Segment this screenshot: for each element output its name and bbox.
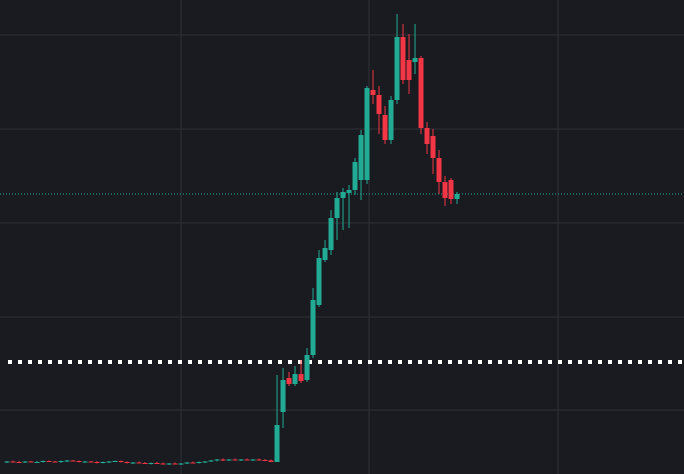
candle-body [136,462,142,464]
candle-body [160,463,166,465]
candle-body [370,90,376,95]
candle-body [232,459,238,461]
candle-body [436,158,442,182]
candle-body [178,463,184,465]
candle-body [58,461,64,462]
candle-body [400,37,406,80]
candle-body [208,460,214,462]
candle-body [334,198,340,218]
candle-body [106,461,112,463]
candle-body [406,60,412,80]
candle-body [100,462,106,463]
candle-body [154,463,160,464]
candle-body [454,194,460,199]
candle-body [190,462,196,464]
candle-body [238,459,244,461]
candle-body [340,192,346,198]
candle-body [202,461,208,463]
candle-body [298,374,304,381]
candle-body [214,459,220,461]
candle-body [22,461,28,463]
candle-body [424,128,430,144]
candle-body [10,461,16,463]
candle-body [286,378,292,384]
candle-body [220,459,226,461]
candle-body [46,461,52,462]
candle-body [358,135,364,180]
candle-body [124,462,130,463]
candle-body [196,462,202,463]
candle-body [274,425,280,462]
candle-body [52,461,58,463]
candle-body [40,461,46,462]
candle-body [94,462,100,463]
candle-body [148,463,154,464]
candle-body [166,463,172,465]
candle-body [448,180,454,199]
candle-body [292,374,298,384]
candle-body [322,248,328,260]
candle-body [262,460,268,461]
candle-body [412,58,418,62]
candle-body [316,258,322,305]
candle-body [4,461,10,463]
candle-body [376,95,382,114]
candle-body [82,461,88,463]
candle-body [70,460,76,462]
candle-body [118,461,124,462]
candle-body [328,218,334,250]
candle-body [418,58,424,128]
candle-body [142,463,148,464]
candle-body [226,459,232,461]
candle-body [184,462,190,464]
candle-body [16,462,22,463]
candle-body [388,100,394,140]
candle-body [256,459,262,461]
candle-body [442,182,448,198]
candle-body [364,88,370,180]
candle-body [394,37,400,100]
candle-body [430,136,436,158]
candle-body [28,461,34,463]
candle-body [268,460,274,462]
candle-body [76,461,82,462]
candle-body [64,460,70,462]
candle-body [352,162,358,190]
candle-body [382,115,388,140]
candle-body [346,190,352,193]
candle-body [34,462,40,463]
candle-body [244,459,250,461]
candle-body [172,463,178,465]
candle-body [112,461,118,462]
candle-body [88,461,94,463]
candle-body [280,380,286,412]
candle-body [310,300,316,355]
candle-body [250,459,256,461]
candle-body [130,462,136,464]
candle-body [304,355,310,380]
